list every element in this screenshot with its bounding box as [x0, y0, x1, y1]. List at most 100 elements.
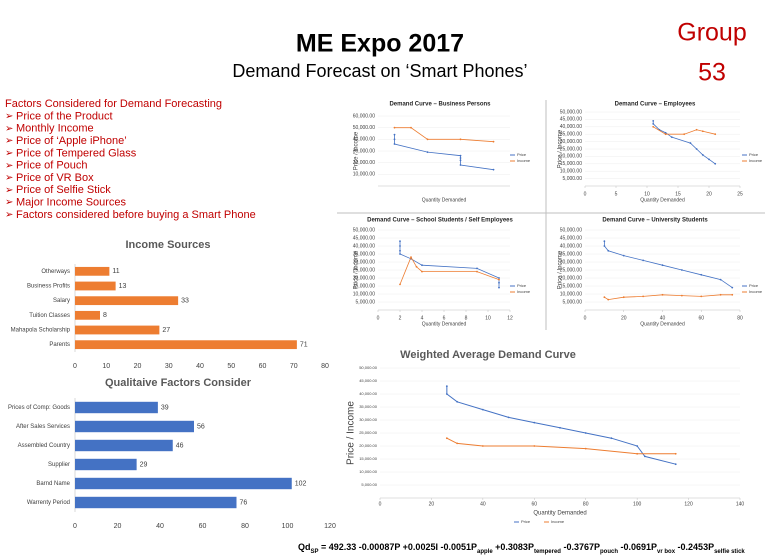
chart-title: Demand Curve – School Students / Self Em…	[367, 218, 513, 224]
x-tick-label: 60	[259, 363, 267, 370]
x-tick-label: 80	[241, 523, 249, 530]
y-tick-label: 50,000.00	[560, 227, 582, 233]
x-tick-label: 60	[698, 315, 704, 321]
series-point	[421, 264, 423, 267]
series-point	[481, 408, 484, 411]
bar	[75, 496, 237, 509]
x-axis-title: Quantity Demanded	[422, 321, 467, 327]
series-point	[533, 445, 536, 447]
value-label: 46	[176, 442, 184, 449]
y-tick-label: 15,000.00	[353, 283, 375, 289]
x-tick-label: 0	[377, 315, 380, 321]
series-point	[410, 256, 412, 259]
series-point	[445, 393, 448, 395]
series-point	[393, 138, 396, 141]
series-point	[622, 254, 625, 257]
factors-heading: Factors Considered for Demand Forecastin…	[5, 98, 222, 110]
factor-bullet: ➢	[5, 173, 13, 184]
y-tick-label: 15,000.00	[560, 161, 582, 167]
x-axis-title: Quantity Demanded	[640, 197, 685, 203]
series-point	[652, 122, 655, 125]
x-tick-label: 10	[644, 191, 650, 197]
chart-title: Weighted Average Demand Curve	[400, 349, 576, 361]
legend-label: Price	[749, 283, 759, 288]
y-axis-title: Price / Income	[558, 129, 564, 168]
factor-item: Major Income Sources	[16, 197, 127, 209]
y-tick-label: 5,000.00	[563, 299, 583, 305]
series-point	[459, 159, 462, 162]
series-point	[476, 270, 478, 273]
series-point	[476, 267, 478, 270]
series-point	[603, 296, 606, 299]
category-label: Supplier	[48, 462, 70, 468]
series-point	[674, 452, 677, 455]
y-tick-label: 20,000.00	[353, 275, 375, 281]
x-tick-label: 50	[227, 363, 235, 370]
series-point	[393, 126, 396, 129]
x-tick-label: 70	[290, 363, 298, 370]
series-point	[652, 125, 655, 128]
y-tick-label: 30,000.00	[353, 148, 375, 154]
y-tick-label: 40,000.00	[353, 243, 375, 249]
series-point	[498, 281, 500, 284]
x-tick-label: 4	[421, 315, 424, 321]
series-point	[607, 249, 610, 252]
series-point	[664, 131, 667, 134]
slide-title: ME Expo 2017	[296, 30, 464, 58]
x-tick-label: 100	[282, 523, 294, 530]
series-point	[719, 278, 722, 281]
group-label: Group	[677, 19, 746, 47]
equation-subscript: tempered	[534, 549, 561, 555]
bar	[75, 401, 158, 414]
value-label: 29	[140, 461, 148, 468]
category-label: Business Profits	[27, 284, 70, 290]
factor-bullet: ➢	[5, 123, 13, 134]
series-point	[459, 154, 462, 157]
series-point	[399, 253, 401, 255]
y-tick-label: 40,000.00	[560, 243, 582, 249]
series-point	[426, 151, 429, 154]
x-tick-label: 40	[660, 315, 666, 321]
category-label: Barnd Name	[36, 481, 70, 487]
series-point	[622, 296, 625, 299]
x-axis-title: Quantity Demanded	[640, 321, 685, 327]
legend-label: Price	[749, 152, 759, 157]
x-tick-label: 20	[429, 501, 435, 507]
x-tick-label: 20	[114, 523, 122, 530]
series-point	[603, 240, 606, 243]
category-label: Warrenty Period	[27, 500, 70, 506]
y-tick-label: 10,000.00	[560, 169, 582, 175]
value-label: 33	[181, 298, 189, 305]
category-label: After Sales Services	[16, 424, 70, 430]
y-tick-label: 30,000.00	[359, 417, 378, 422]
y-tick-label: 10,000.00	[359, 469, 378, 474]
factor-bullet: ➢	[5, 185, 13, 196]
x-tick-label: 0	[584, 315, 587, 321]
y-tick-label: 20,000.00	[560, 275, 582, 281]
y-tick-label: 25,000.00	[560, 146, 582, 152]
x-tick-label: 40	[156, 523, 164, 530]
y-tick-label: 30,000.00	[560, 259, 582, 265]
series-point	[695, 148, 698, 150]
equation-term: Qd	[298, 542, 311, 552]
series-point	[719, 293, 722, 296]
y-axis-title: Price / Income	[558, 250, 564, 289]
series-point	[584, 432, 587, 434]
legend-label: Income	[749, 158, 763, 163]
series-point	[664, 133, 667, 136]
series-line	[652, 120, 716, 165]
series-point	[708, 158, 710, 161]
series-point	[445, 437, 448, 440]
series-line	[399, 256, 500, 285]
y-tick-label: 20,000.00	[560, 154, 582, 160]
group-number: 53	[698, 59, 726, 87]
series-point	[459, 138, 462, 141]
series-point	[661, 264, 664, 267]
factor-item: Price of Tempered Glass	[16, 147, 137, 159]
factor-item: Factors considered before buying a Smart…	[16, 209, 256, 221]
x-tick-label: 60	[532, 501, 538, 507]
series-point	[393, 143, 396, 145]
y-tick-label: 5,000.00	[361, 482, 377, 487]
y-tick-label: 45,000.00	[353, 235, 375, 241]
